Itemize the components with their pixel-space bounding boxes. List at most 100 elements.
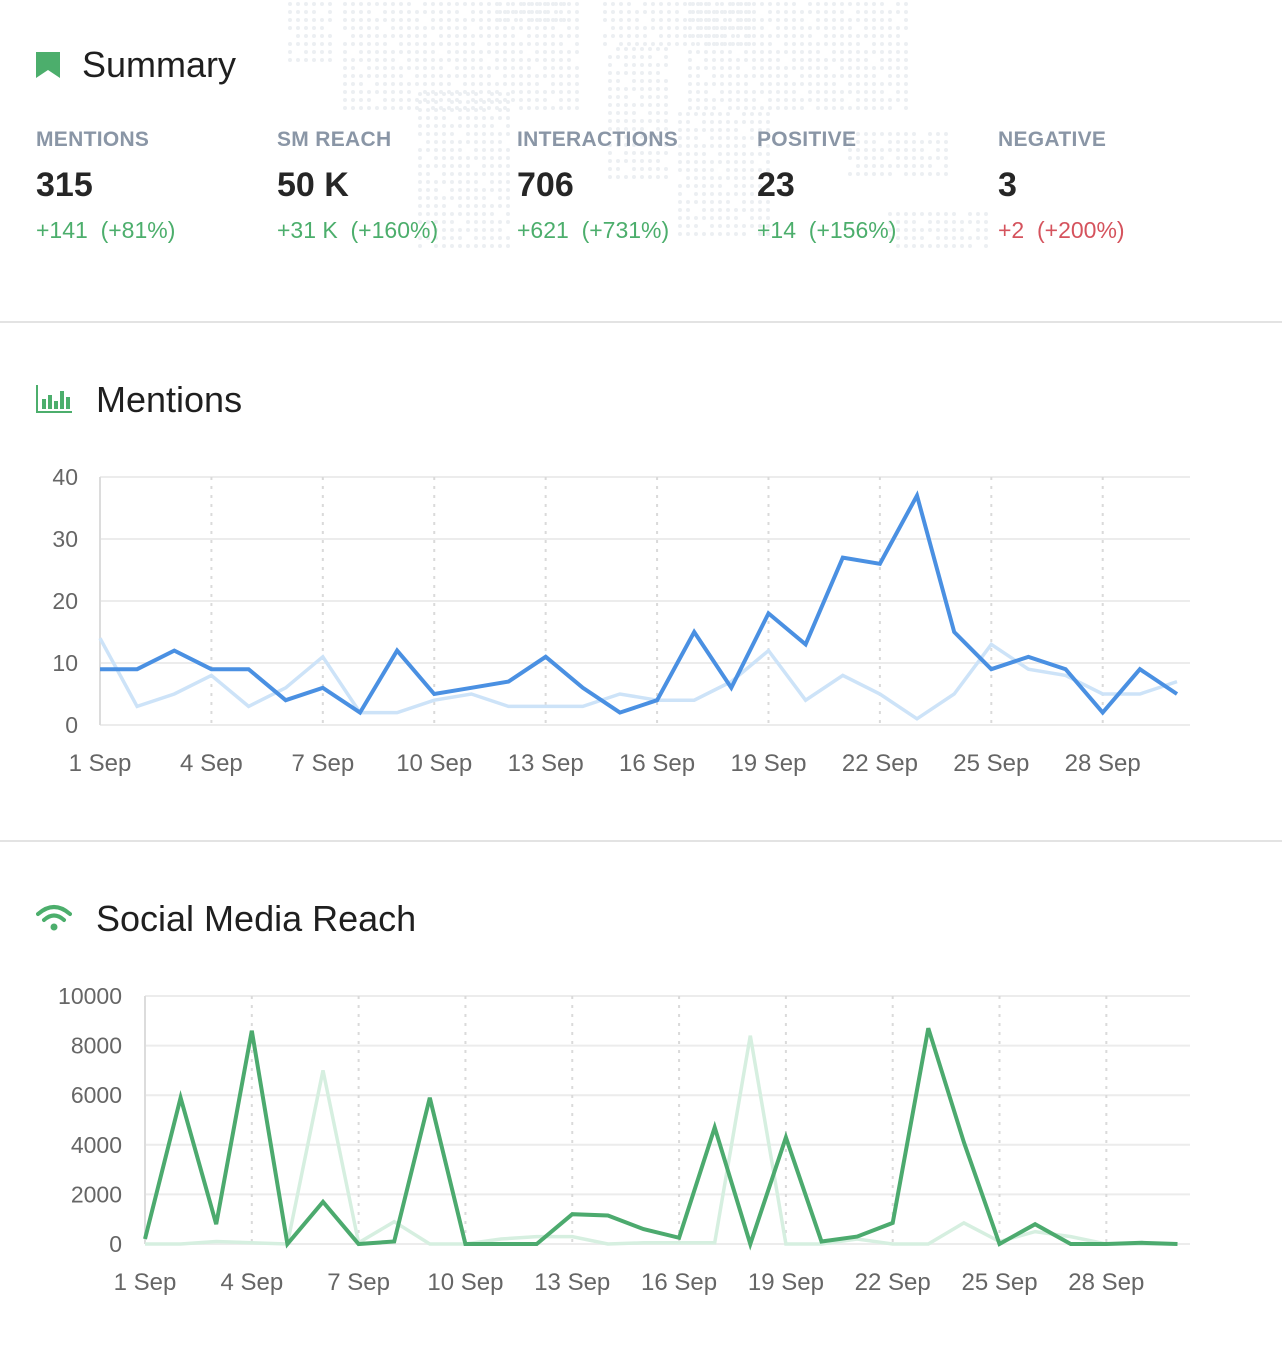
map-dot bbox=[474, 228, 478, 232]
map-dot bbox=[688, 26, 692, 30]
map-dot bbox=[551, 18, 555, 22]
map-dot bbox=[635, 34, 639, 38]
map-dot bbox=[683, 42, 687, 46]
map-dot bbox=[367, 10, 371, 14]
map-dot bbox=[664, 111, 668, 115]
map-dot bbox=[750, 112, 754, 116]
map-dot bbox=[651, 42, 655, 46]
map-dot bbox=[904, 140, 908, 144]
map-dot bbox=[447, 26, 451, 30]
map-dot bbox=[479, 50, 483, 54]
map-dot bbox=[816, 66, 820, 70]
map-dot bbox=[712, 34, 716, 38]
map-dot bbox=[423, 66, 427, 70]
map-dot bbox=[434, 116, 438, 120]
map-dot bbox=[431, 42, 435, 46]
map-dot bbox=[367, 90, 371, 94]
map-dot bbox=[696, 106, 700, 110]
map-dot bbox=[720, 82, 724, 86]
map-dot bbox=[750, 184, 754, 188]
map-dot bbox=[704, 82, 708, 86]
map-dot bbox=[535, 42, 539, 46]
map-dot bbox=[904, 82, 908, 86]
map-dot bbox=[608, 119, 612, 123]
map-dot bbox=[880, 10, 884, 14]
map-dot bbox=[575, 74, 579, 78]
map-dot bbox=[656, 151, 660, 155]
map-dot bbox=[742, 200, 746, 204]
map-dot bbox=[736, 26, 740, 30]
map-dot bbox=[750, 208, 754, 212]
map-dot bbox=[439, 66, 443, 70]
map-dot bbox=[616, 175, 620, 179]
map-dot bbox=[750, 152, 754, 156]
map-dot bbox=[864, 66, 868, 70]
map-dot bbox=[320, 58, 324, 62]
map-dot bbox=[888, 212, 892, 216]
map-dot bbox=[731, 10, 735, 14]
map-dot bbox=[471, 90, 475, 94]
map-dot bbox=[984, 244, 988, 248]
map-dot bbox=[712, 66, 716, 70]
map-dot bbox=[758, 128, 762, 132]
map-dot bbox=[458, 188, 462, 192]
reach-title: Social Media Reach bbox=[96, 898, 417, 939]
map-dot bbox=[426, 92, 430, 96]
map-dot bbox=[768, 34, 772, 38]
map-dot bbox=[728, 58, 732, 62]
map-dot bbox=[750, 176, 754, 180]
map-dot bbox=[498, 140, 502, 144]
map-dot bbox=[712, 98, 716, 102]
map-dot bbox=[535, 82, 539, 86]
map-dot bbox=[659, 10, 663, 14]
map-dot bbox=[458, 92, 462, 96]
map-dot bbox=[776, 106, 780, 110]
map-dot bbox=[742, 152, 746, 156]
map-dot bbox=[896, 236, 900, 240]
map-dot bbox=[880, 2, 884, 6]
map-dot bbox=[442, 196, 446, 200]
map-dot bbox=[720, 2, 724, 6]
map-dot bbox=[856, 34, 860, 38]
map-dot bbox=[702, 184, 706, 188]
map-dot bbox=[490, 220, 494, 224]
map-dot bbox=[664, 47, 668, 51]
map-dot bbox=[656, 159, 660, 163]
map-dot bbox=[288, 42, 292, 46]
map-dot bbox=[736, 34, 740, 38]
map-dot bbox=[426, 116, 430, 120]
map-dot bbox=[864, 10, 868, 14]
map-dot bbox=[343, 90, 347, 94]
map-dot bbox=[760, 90, 764, 94]
map-dot bbox=[312, 18, 316, 22]
map-dot bbox=[856, 132, 860, 136]
map-dot bbox=[691, 42, 695, 46]
map-dot bbox=[710, 184, 714, 188]
map-dot bbox=[490, 204, 494, 208]
map-dot bbox=[616, 143, 620, 147]
map-dot bbox=[848, 42, 852, 46]
map-dot bbox=[816, 2, 820, 6]
map-dot bbox=[744, 42, 748, 46]
map-dot bbox=[896, 82, 900, 86]
map-dot bbox=[734, 152, 738, 156]
map-dot bbox=[696, 34, 700, 38]
map-dot bbox=[567, 66, 571, 70]
mentions-section: Mentions 0 10 20 30 40 1 Sep 4 Sep 7 Sep 10 Sep 1… bbox=[0, 323, 1282, 840]
map-dot bbox=[415, 66, 419, 70]
y-tick-label: 4000 bbox=[71, 1132, 122, 1158]
map-dot bbox=[888, 74, 892, 78]
map-dot bbox=[888, 10, 892, 14]
map-dot bbox=[575, 42, 579, 46]
map-dot bbox=[296, 10, 300, 14]
map-dot bbox=[482, 100, 486, 104]
map-dot bbox=[391, 2, 395, 6]
map-dot bbox=[696, 50, 700, 54]
map-dot bbox=[880, 172, 884, 176]
map-dot bbox=[872, 42, 876, 46]
map-dot bbox=[718, 208, 722, 212]
map-dot bbox=[426, 204, 430, 208]
map-dot bbox=[474, 124, 478, 128]
map-dot bbox=[904, 58, 908, 62]
map-dot bbox=[920, 212, 924, 216]
